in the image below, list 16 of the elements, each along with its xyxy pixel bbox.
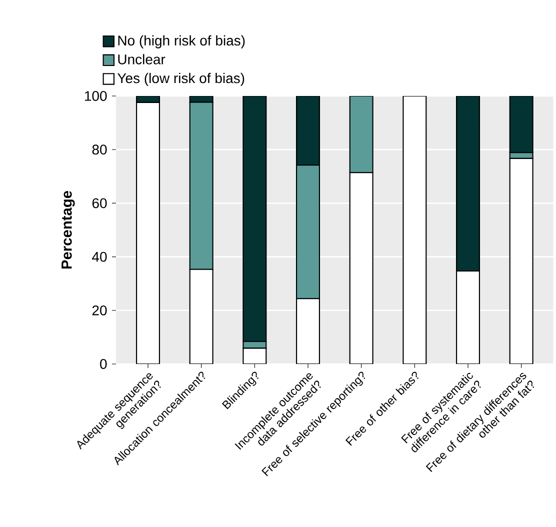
y-tick-label: 100 (85, 91, 107, 102)
bar (509, 96, 534, 154)
legend-label: Yes (low risk of bias) (117, 73, 244, 86)
y-tick-label: 0 (100, 359, 107, 370)
bar (456, 96, 480, 272)
y-tick-label: 40 (92, 252, 107, 262)
legend-label: Unclear (118, 54, 166, 65)
legend-label: No (high risk of bias) (118, 35, 245, 48)
y-tick-label: 60 (92, 198, 107, 208)
y-tick-label: 80 (92, 144, 107, 155)
y-axis-title: Percentage (62, 191, 75, 269)
y-tick-label: 20 (92, 306, 107, 316)
bar (189, 102, 214, 270)
bar (296, 96, 320, 166)
bar (296, 164, 320, 300)
bar (242, 96, 267, 342)
